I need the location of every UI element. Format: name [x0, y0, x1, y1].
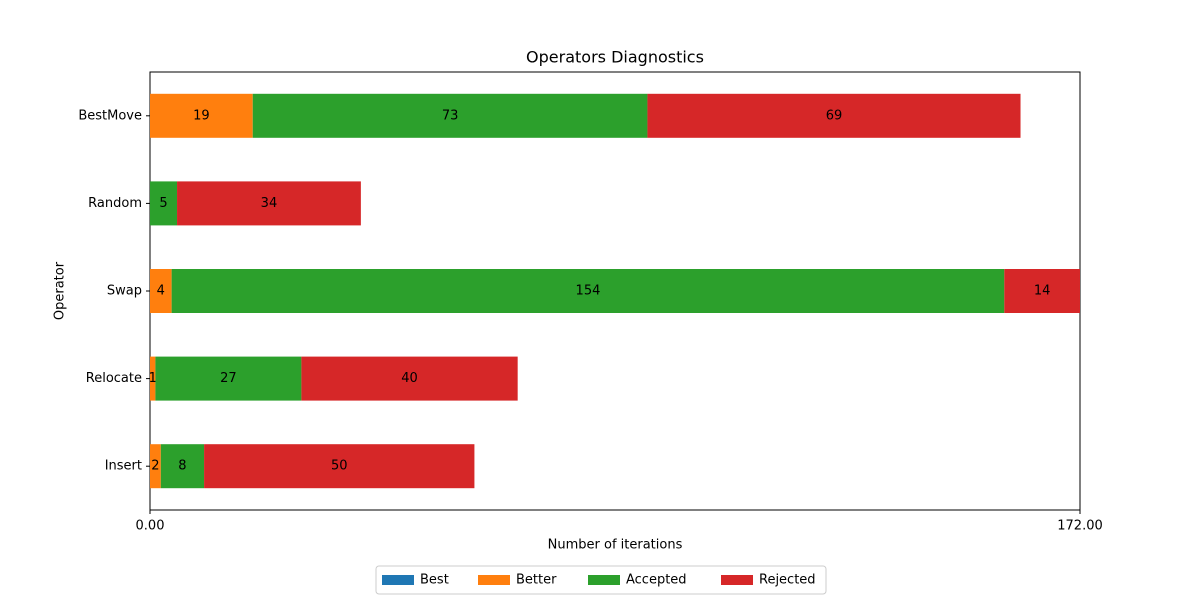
bar-segment — [252, 93, 648, 138]
data-label: 19 — [193, 108, 210, 123]
data-label: 50 — [331, 459, 348, 474]
bar-segment — [150, 269, 172, 313]
bar-segment — [204, 444, 475, 489]
data-label: 2 — [151, 459, 159, 474]
y-tick-label: Swap — [107, 284, 142, 299]
data-label: 27 — [220, 371, 237, 386]
legend-label: Rejected — [759, 573, 816, 588]
data-label: 4 — [157, 284, 165, 299]
bar-segment — [150, 93, 253, 138]
data-label: 69 — [826, 108, 843, 123]
legend-swatch — [588, 575, 620, 585]
bar-segment — [150, 356, 156, 401]
data-label: 5 — [159, 196, 167, 211]
data-label: 40 — [401, 371, 418, 386]
legend-label: Accepted — [626, 573, 687, 588]
x-tick-label: 0.00 — [136, 519, 165, 534]
data-label: 8 — [178, 459, 186, 474]
bar-segment — [647, 93, 1021, 138]
bar-segment — [177, 181, 361, 226]
x-tick-label: 172.00 — [1057, 519, 1103, 534]
bar-segment — [1004, 269, 1080, 313]
bar-segment — [171, 269, 1005, 313]
y-tick-label: Insert — [105, 459, 142, 474]
bar-segment — [301, 356, 518, 401]
data-label: 1 — [149, 371, 157, 386]
data-label: 73 — [442, 108, 459, 123]
data-label: 154 — [576, 284, 601, 299]
bar-segment — [155, 356, 302, 401]
data-label: 14 — [1034, 284, 1051, 299]
legend-label: Best — [420, 573, 449, 588]
legend-swatch — [382, 575, 414, 585]
data-label: 34 — [261, 196, 278, 211]
bar-segment — [160, 444, 205, 489]
y-tick-label: Relocate — [86, 371, 142, 386]
legend-swatch — [478, 575, 510, 585]
bar-segment — [150, 181, 178, 226]
x-axis-label: Number of iterations — [548, 538, 683, 553]
legend-label: Better — [516, 573, 557, 588]
y-tick-label: Random — [88, 196, 142, 211]
y-tick-label: BestMove — [78, 108, 142, 123]
legend-swatch — [721, 575, 753, 585]
chart-title: Operators Diagnostics — [526, 48, 704, 67]
bar-segment — [150, 444, 161, 489]
y-axis-label: Operator — [53, 261, 68, 320]
